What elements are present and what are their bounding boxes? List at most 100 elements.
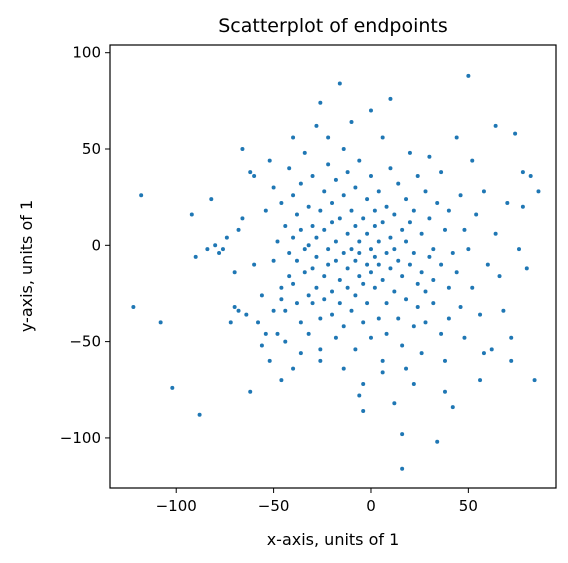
data-point (450, 251, 455, 256)
data-point (368, 247, 373, 252)
data-point (376, 262, 381, 267)
data-point (337, 216, 342, 221)
data-point (353, 293, 358, 298)
data-point (439, 170, 444, 175)
data-point (252, 262, 257, 267)
data-point (170, 385, 175, 390)
data-point (442, 389, 447, 394)
data-point (232, 270, 237, 275)
data-point (279, 285, 284, 290)
data-point (326, 262, 331, 267)
data-point (357, 393, 362, 398)
data-point (228, 320, 233, 325)
data-point (236, 308, 241, 313)
data-point (349, 120, 354, 125)
data-point (462, 335, 467, 340)
data-point (240, 216, 245, 221)
data-point (380, 135, 385, 140)
data-point (368, 335, 373, 340)
data-point (322, 274, 327, 279)
data-point (392, 212, 397, 217)
data-point (302, 270, 307, 275)
data-point (396, 258, 401, 263)
data-point (407, 150, 412, 155)
data-point (380, 370, 385, 375)
data-point (291, 281, 296, 286)
data-point (380, 358, 385, 363)
x-tick-label: 0 (366, 497, 376, 515)
data-point (466, 73, 471, 78)
data-point (517, 247, 521, 252)
data-point (322, 227, 327, 232)
data-point (481, 351, 486, 356)
data-point (259, 343, 264, 348)
data-point (291, 235, 296, 240)
data-point (427, 154, 432, 159)
data-point (400, 227, 405, 232)
data-point (481, 189, 486, 194)
data-point (217, 251, 222, 256)
x-tick-label: −100 (156, 497, 197, 515)
data-point (423, 320, 428, 325)
data-point (330, 220, 335, 225)
data-point (337, 277, 342, 282)
data-point (396, 181, 401, 186)
data-point (287, 274, 292, 279)
data-point (497, 274, 502, 279)
data-point (361, 320, 366, 325)
data-point (388, 166, 393, 171)
data-point (454, 270, 459, 275)
data-point (404, 197, 409, 202)
data-point (310, 301, 315, 306)
y-axis-title: y-axis, units of 1 (17, 200, 36, 332)
data-point (384, 204, 389, 209)
data-point (470, 285, 475, 290)
data-point (205, 247, 210, 252)
data-point (392, 401, 397, 406)
data-point (220, 247, 225, 252)
data-point (446, 285, 451, 290)
data-point (279, 297, 284, 302)
data-point (411, 381, 416, 386)
data-point (392, 247, 397, 252)
data-point (302, 247, 307, 252)
data-point (322, 297, 327, 302)
data-point (407, 262, 412, 267)
data-point (302, 150, 307, 155)
data-point (314, 254, 319, 259)
data-point (536, 189, 541, 194)
data-point (310, 266, 315, 271)
data-point (388, 266, 393, 271)
chart-title: Scatterplot of endpoints (218, 15, 448, 37)
data-point (240, 147, 245, 152)
data-point (341, 251, 346, 256)
data-point (318, 100, 323, 105)
data-point (520, 204, 525, 209)
data-point (388, 235, 393, 240)
data-point (236, 227, 241, 232)
data-point (431, 247, 436, 252)
data-point (411, 324, 416, 329)
data-point (349, 247, 354, 252)
data-point (400, 432, 405, 437)
data-point (478, 378, 483, 383)
data-point (357, 251, 362, 256)
data-point (341, 324, 346, 329)
data-point (310, 173, 315, 178)
data-point (357, 239, 362, 244)
data-point (291, 193, 296, 198)
data-point (446, 208, 451, 213)
data-point (442, 227, 447, 232)
data-point (283, 308, 288, 313)
data-point (419, 270, 424, 275)
data-point (271, 258, 276, 263)
data-point (318, 358, 323, 363)
y-tick-label: 50 (82, 140, 101, 158)
data-point (400, 466, 405, 471)
data-point (287, 166, 292, 171)
data-point (158, 320, 163, 325)
data-point (470, 158, 475, 163)
data-point (131, 304, 136, 309)
data-point (291, 135, 296, 140)
data-point (376, 239, 381, 244)
